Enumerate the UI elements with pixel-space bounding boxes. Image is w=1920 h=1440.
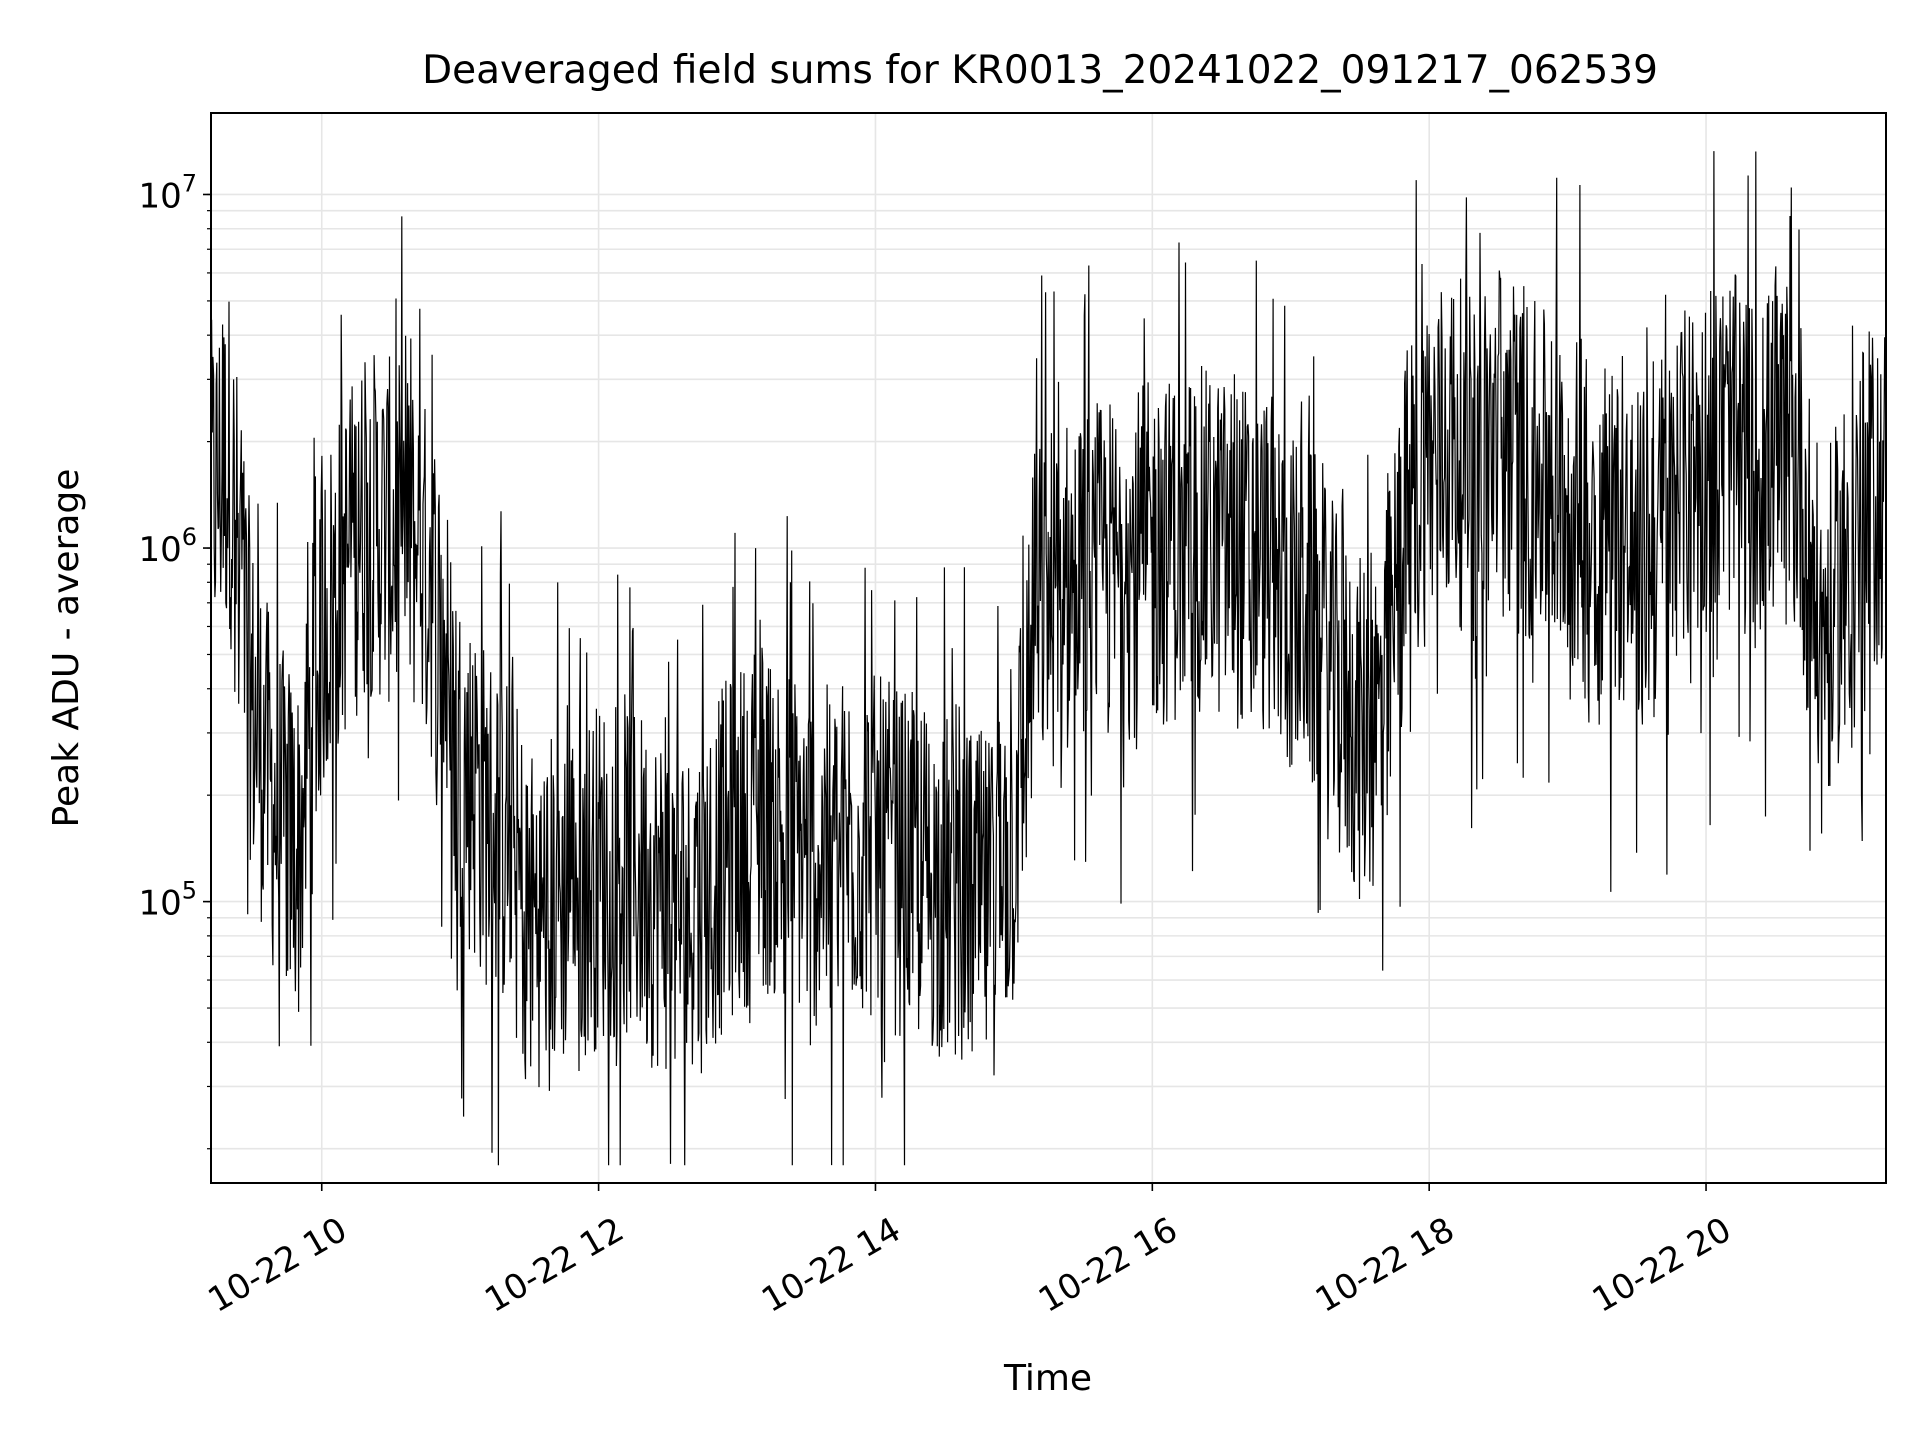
x-tick-label: 10-22 14: [755, 1210, 907, 1321]
series-line-noise: [210, 151, 1887, 1166]
y-axis-label: Peak ADU - average: [46, 469, 87, 828]
chart-title: Deaveraged field sums for KR0013_2024102…: [422, 48, 1658, 93]
x-tick-label: 10-22 20: [1586, 1210, 1738, 1321]
x-tick-label: 10-22 16: [1032, 1210, 1184, 1321]
x-tick-label: 10-22 18: [1309, 1210, 1461, 1321]
x-axis-label: Time: [1003, 1358, 1092, 1399]
x-tick-label: 10-22 12: [478, 1210, 630, 1321]
y-tick-label: 105: [138, 877, 197, 924]
y-tick-label: 106: [138, 523, 197, 570]
x-tick-label: 10-22 10: [201, 1210, 353, 1321]
y-tick-label: 107: [138, 169, 197, 216]
plot-area: [210, 151, 1887, 1166]
plot-frame: [210, 112, 1887, 1184]
